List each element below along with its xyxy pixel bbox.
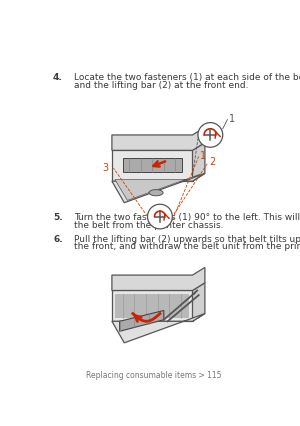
Polygon shape [120,311,164,331]
Polygon shape [193,283,205,322]
Text: Replacing consumable items > 115: Replacing consumable items > 115 [86,370,221,379]
Polygon shape [115,294,189,319]
Text: 4.: 4. [53,72,63,82]
Text: Locate the two fasteners (1) at each side of the belt (3): Locate the two fasteners (1) at each sid… [74,72,300,82]
Text: 1: 1 [229,114,235,124]
Circle shape [148,205,172,229]
Text: and the lifting bar (2) at the front end.: and the lifting bar (2) at the front end… [74,81,248,89]
Text: the belt from the printer chassis.: the belt from the printer chassis. [74,220,224,229]
Circle shape [198,124,223,148]
Text: 3: 3 [103,162,109,172]
Text: the front, and withdraw the belt unit from the printer.: the front, and withdraw the belt unit fr… [74,242,300,250]
Polygon shape [112,291,193,322]
Text: 2: 2 [210,157,216,167]
Polygon shape [112,174,205,203]
Text: 6.: 6. [53,234,63,243]
Polygon shape [112,314,205,343]
Text: Pull the lifting bar (2) upwards so that belt tilts up towards: Pull the lifting bar (2) upwards so that… [74,234,300,243]
Text: 5.: 5. [53,213,63,222]
Polygon shape [193,143,205,182]
Text: 1: 1 [200,151,206,161]
Polygon shape [115,175,200,201]
Polygon shape [112,128,205,151]
Polygon shape [112,268,205,291]
Ellipse shape [149,190,163,196]
Polygon shape [112,151,193,182]
Polygon shape [123,158,182,173]
Text: Turn the two fasteners (1) 90° to the left. This will release: Turn the two fasteners (1) 90° to the le… [74,213,300,222]
